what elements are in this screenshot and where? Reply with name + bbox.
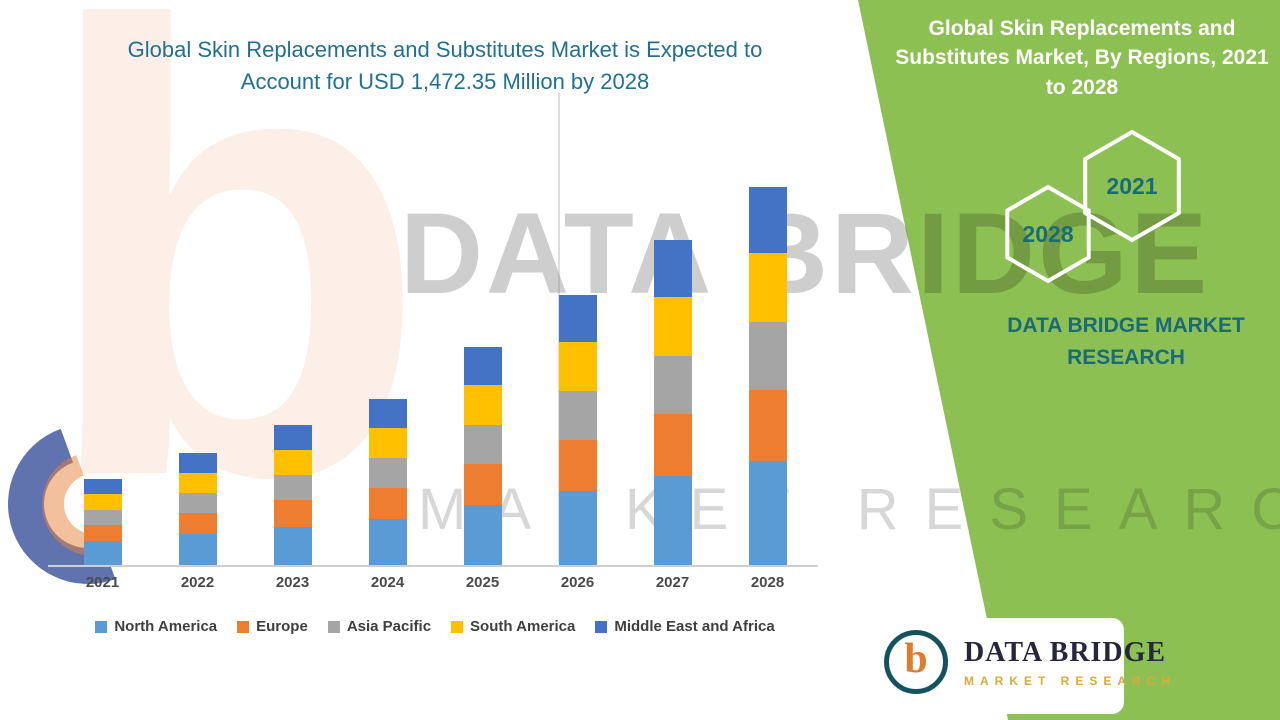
segment-north-america	[178, 534, 217, 565]
legend-item: North America	[95, 618, 217, 635]
legend-swatch	[451, 620, 464, 633]
bar-column	[720, 180, 815, 565]
bar-column	[530, 180, 625, 565]
segment-south-america	[273, 449, 312, 476]
legend-item: South America	[451, 618, 575, 635]
x-axis-label: 2028	[750, 574, 785, 591]
segment-asia-pacific	[748, 321, 787, 390]
brand-text: DATA BRIDGE MARKET RESEARCH	[1007, 314, 1245, 369]
segment-north-america	[273, 526, 312, 565]
stacked-bar-2022	[178, 453, 217, 565]
stacked-bar-2024	[368, 398, 407, 565]
x-axis-line	[48, 565, 818, 567]
legend-label: Asia Pacific	[346, 618, 432, 635]
segment-south-america	[178, 472, 217, 494]
bar-column	[55, 180, 150, 565]
segment-middle-east-and-africa	[558, 294, 597, 342]
segment-south-america	[558, 341, 597, 392]
hexagon-badges: 2028 2021	[1005, 130, 1181, 284]
bar-column	[625, 180, 720, 565]
x-axis-label: 2027	[655, 574, 690, 591]
bar-column	[150, 180, 245, 565]
stacked-bar-2021	[83, 479, 122, 565]
bar-column	[340, 180, 435, 565]
segment-middle-east-and-africa	[178, 453, 217, 473]
x-axis-label: 2024	[370, 574, 405, 591]
segment-middle-east-and-africa	[748, 187, 787, 253]
stacked-bar-2027	[653, 240, 692, 565]
segment-europe	[83, 525, 122, 542]
x-axis-labels: 2021 2022 2023 2024 2025 2026 2027 2028	[55, 574, 815, 591]
legend-swatch	[237, 620, 250, 633]
bar-column	[435, 180, 530, 565]
segment-south-america	[463, 385, 502, 425]
segment-middle-east-and-africa	[83, 479, 122, 495]
segment-asia-pacific	[368, 457, 407, 488]
legend-swatch	[95, 620, 108, 633]
region-panel-title: Global Skin Replacements and Substitutes…	[895, 17, 1269, 99]
segment-north-america	[653, 475, 692, 565]
segment-asia-pacific	[83, 509, 122, 526]
legend-label: Europe	[256, 618, 308, 635]
segment-south-america	[368, 427, 407, 458]
segment-middle-east-and-africa	[368, 398, 407, 428]
segment-europe	[368, 487, 407, 520]
legend-label: South America	[470, 618, 576, 635]
segment-europe	[273, 500, 312, 527]
stacked-bar-2025	[463, 347, 502, 565]
segment-north-america	[463, 505, 502, 565]
x-axis-label: 2025	[465, 574, 500, 591]
bar-column	[245, 180, 340, 565]
legend-label: North America	[114, 618, 218, 635]
segment-north-america	[368, 519, 407, 565]
legend-item: Europe	[237, 618, 308, 635]
segment-south-america	[653, 296, 692, 356]
segment-middle-east-and-africa	[273, 425, 312, 450]
segment-asia-pacific	[273, 475, 312, 501]
segment-asia-pacific	[558, 391, 597, 440]
segment-north-america	[748, 461, 787, 565]
hexagon-2021-outline	[1083, 130, 1181, 243]
logo-name: DATA BRIDGE	[964, 636, 1167, 668]
x-axis-label: 2026	[560, 574, 595, 591]
dbmr-logo: b DATA BRIDGE MARKET RESEARCH	[884, 630, 1176, 694]
legend-swatch	[595, 620, 608, 633]
legend-label: Middle East and Africa	[614, 618, 775, 635]
x-axis-label: 2022	[180, 574, 215, 591]
legend-item: Middle East and Africa	[595, 618, 775, 635]
legend-swatch	[327, 620, 340, 633]
segment-asia-pacific	[463, 424, 502, 464]
segment-south-america	[748, 252, 787, 322]
segment-middle-east-and-africa	[463, 347, 502, 386]
x-axis-label: 2021	[85, 574, 120, 591]
segment-asia-pacific	[178, 493, 217, 514]
segment-middle-east-and-africa	[653, 240, 692, 297]
segment-europe	[558, 439, 597, 491]
chart-title: Global Skin Replacements and Substitutes…	[127, 37, 763, 94]
segment-europe	[653, 414, 692, 476]
segment-south-america	[83, 494, 122, 510]
stacked-bar-2023	[273, 425, 312, 565]
logo-text-block: DATA BRIDGE MARKET RESEARCH	[964, 637, 1176, 688]
segment-north-america	[83, 541, 122, 565]
segment-asia-pacific	[653, 355, 692, 415]
segment-europe	[178, 513, 217, 535]
stacked-bar-2028	[748, 187, 787, 565]
dbmr-logo-icon: b	[884, 630, 948, 694]
hexagon-year-2028: 2028	[1022, 221, 1073, 247]
legend-item: Asia Pacific	[327, 618, 432, 635]
stacked-bar-2026	[558, 294, 597, 565]
segment-europe	[463, 463, 502, 506]
x-axis-label: 2023	[275, 574, 310, 591]
logo-b-monogram: b	[904, 636, 928, 682]
hexagon-2028-outline	[1005, 184, 1091, 284]
segment-europe	[748, 389, 787, 462]
logo-tagline: MARKET RESEARCH	[964, 673, 1177, 688]
legend: North America Europe Asia Pacific South Ame…	[55, 618, 815, 635]
hexagon-year-2021: 2021	[1106, 173, 1157, 199]
segment-north-america	[558, 490, 597, 565]
plot-area	[55, 180, 815, 565]
